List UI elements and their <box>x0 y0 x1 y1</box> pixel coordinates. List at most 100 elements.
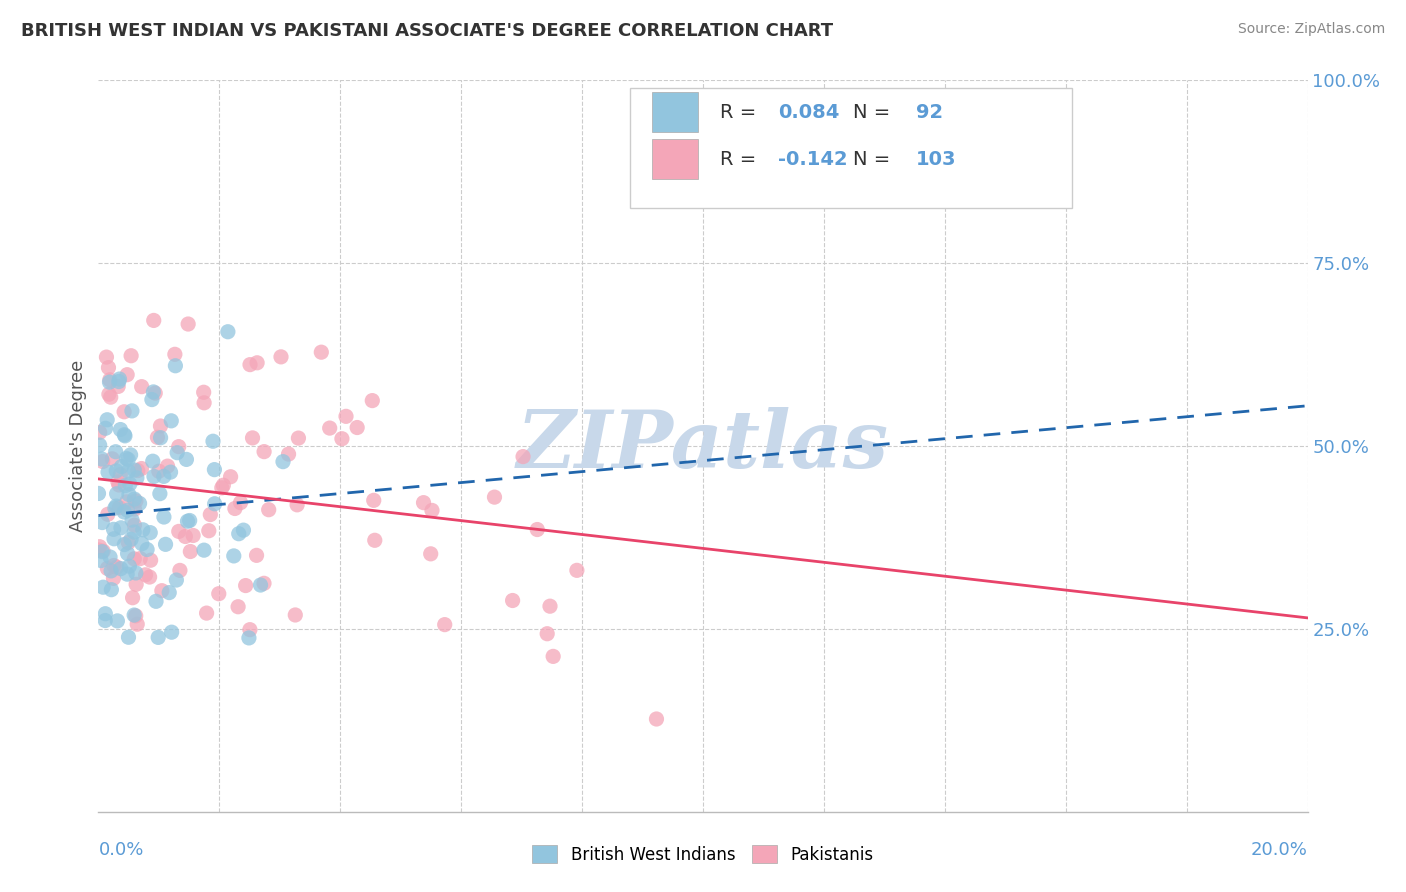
Point <box>110 459 132 474</box>
Point <box>239 623 262 637</box>
Point <box>89 425 111 440</box>
Point <box>105 614 128 628</box>
Text: ZIPatlas: ZIPatlas <box>517 408 889 484</box>
Point <box>284 607 307 622</box>
Legend: British West Indians, Pakistanis: British West Indians, Pakistanis <box>526 838 880 871</box>
Point <box>148 631 170 645</box>
Point <box>125 608 148 623</box>
Point <box>96 561 118 575</box>
Point <box>122 524 145 539</box>
Point <box>287 431 309 445</box>
Point <box>204 462 226 476</box>
Point <box>105 487 128 501</box>
Point <box>249 578 271 592</box>
Point <box>211 481 233 495</box>
Point <box>108 500 131 515</box>
Point <box>541 649 564 664</box>
Point <box>115 495 138 509</box>
Point <box>87 486 110 500</box>
Point <box>160 414 183 428</box>
Point <box>157 585 180 599</box>
Text: Source: ZipAtlas.com: Source: ZipAtlas.com <box>1237 22 1385 37</box>
Point <box>97 508 120 522</box>
Y-axis label: Associate's Degree: Associate's Degree <box>69 359 87 533</box>
Point <box>89 438 111 452</box>
Point <box>361 393 384 408</box>
Point <box>484 490 506 504</box>
Point <box>152 469 174 483</box>
Point <box>120 349 142 363</box>
Point <box>433 617 456 632</box>
Text: R =: R = <box>720 103 762 121</box>
Point <box>150 583 173 598</box>
Point <box>98 549 121 564</box>
Point <box>136 542 159 557</box>
Point <box>97 360 120 375</box>
Point <box>253 444 276 458</box>
Point <box>103 522 125 536</box>
Point <box>311 345 333 359</box>
Point <box>271 455 294 469</box>
Point <box>122 608 145 623</box>
Point <box>110 423 132 437</box>
Text: N =: N = <box>853 150 897 169</box>
Point <box>112 405 135 419</box>
Point <box>105 499 128 513</box>
Text: 92: 92 <box>915 103 943 121</box>
Point <box>121 513 143 527</box>
Point <box>98 373 121 387</box>
Point <box>165 359 187 373</box>
Point <box>91 580 114 594</box>
Point <box>114 478 136 492</box>
Point <box>94 614 117 628</box>
Point <box>118 477 141 491</box>
Point <box>97 465 120 479</box>
Point <box>193 396 215 410</box>
Text: 103: 103 <box>915 150 956 169</box>
Point <box>131 461 153 475</box>
Point <box>107 375 129 389</box>
Point <box>105 464 128 478</box>
Point <box>108 478 131 492</box>
Point <box>174 529 197 543</box>
Point <box>222 549 245 563</box>
Point <box>117 535 139 549</box>
Point <box>181 528 204 542</box>
Point <box>536 626 558 640</box>
Point <box>166 445 188 459</box>
Point <box>117 630 139 644</box>
Point <box>96 350 118 364</box>
Point <box>96 413 118 427</box>
Point <box>104 444 127 458</box>
Point <box>242 431 264 445</box>
Point <box>224 501 246 516</box>
Point <box>149 486 172 500</box>
Point <box>217 325 239 339</box>
Point <box>103 571 125 585</box>
Point <box>118 487 141 501</box>
Point <box>526 523 548 537</box>
Point <box>149 419 172 434</box>
Point <box>179 514 201 528</box>
Point <box>195 606 218 620</box>
FancyBboxPatch shape <box>630 87 1071 209</box>
Point <box>105 560 128 574</box>
Point <box>285 498 308 512</box>
Point <box>335 409 357 424</box>
Point <box>246 356 269 370</box>
Point <box>346 420 368 434</box>
Point <box>208 587 231 601</box>
Point <box>155 537 177 551</box>
Point <box>107 379 129 393</box>
Point <box>238 631 260 645</box>
Point <box>121 591 143 605</box>
Point <box>219 469 242 483</box>
Point <box>94 607 117 621</box>
Point <box>135 567 157 582</box>
Point <box>124 502 146 516</box>
Text: BRITISH WEST INDIAN VS PAKISTANI ASSOCIATE'S DEGREE CORRELATION CHART: BRITISH WEST INDIAN VS PAKISTANI ASSOCIA… <box>21 22 834 40</box>
Text: R =: R = <box>720 150 762 169</box>
Point <box>110 561 132 575</box>
Point <box>138 570 160 584</box>
Point <box>127 617 149 632</box>
